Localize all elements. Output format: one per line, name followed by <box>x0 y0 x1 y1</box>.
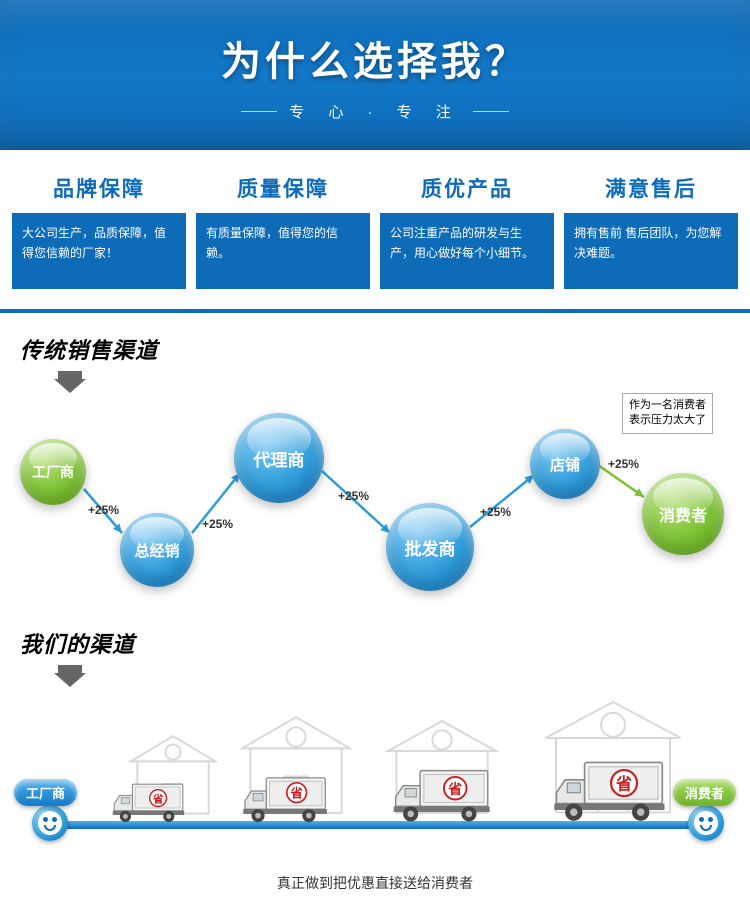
truck-icon <box>110 780 187 825</box>
delivery-truck: 省 <box>550 756 669 825</box>
flow-node: 代理商 <box>234 413 324 503</box>
feature-card: 品牌保障 大公司生产，品质保障，值得您信赖的厂家！ <box>12 173 186 289</box>
percentage-label: +25% <box>480 505 511 519</box>
percentage-label: +25% <box>202 517 233 531</box>
node-label: 店铺 <box>550 454 580 475</box>
our-channel-section: 我们的渠道 省 <box>10 627 740 867</box>
feature-desc: 大公司生产，品质保障，值得您信赖的厂家！ <box>12 213 186 289</box>
percentage-label: +25% <box>88 503 119 517</box>
feature-card: 质优产品 公司注重产品的研发与生产，用心做好每个小细节。 <box>380 173 554 289</box>
pill-factory: 工厂商 <box>14 779 77 806</box>
delivery-truck: 省 <box>240 773 330 825</box>
feature-title: 质量保障 <box>196 173 370 203</box>
smiley-end <box>688 805 724 841</box>
traditional-flow: 工厂商总经销 代理商批发商 店铺消费者 +25% +25% +25% +25% +25% 作为一… <box>10 393 740 623</box>
down-arrow-icon <box>10 665 740 687</box>
hero-title: 为什么选择我？ <box>221 29 529 87</box>
feature-desc: 拥有售前 售后团队，为您解决难题。 <box>564 213 738 289</box>
flow-node: 消费者 <box>642 473 724 555</box>
feature-title: 满意售后 <box>564 173 738 203</box>
divider-line <box>473 111 509 112</box>
percentage-label: +25% <box>608 457 639 471</box>
delivery-truck: 省 <box>390 765 493 825</box>
save-badge: 省 <box>443 776 467 800</box>
truck-icon <box>240 773 330 825</box>
delivery-truck: 省 <box>110 780 187 825</box>
feature-title: 品牌保障 <box>12 173 186 203</box>
feature-title: 质优产品 <box>380 173 554 203</box>
feature-card: 质量保障 有质量保障，值得您的信赖。 <box>196 173 370 289</box>
truck-icon <box>390 765 493 825</box>
flow-node: 工厂商 <box>20 439 86 505</box>
feature-card: 满意售后 拥有售前 售后团队，为您解决难题。 <box>564 173 738 289</box>
footer-tagline: 真正做到把优惠直接送给消费者 <box>10 867 740 907</box>
node-label: 代理商 <box>254 446 305 471</box>
node-label: 总经销 <box>134 540 179 561</box>
node-label: 工厂商 <box>32 462 74 482</box>
our-flow: 省 省 省 <box>10 687 740 867</box>
divider-line <box>241 111 277 112</box>
consumer-note: 作为一名消费者表示压力太大了 <box>622 393 713 434</box>
section-title-ours: 我们的渠道 <box>20 627 740 659</box>
flow-node: 批发商 <box>386 503 474 591</box>
flow-node: 总经销 <box>120 513 194 587</box>
down-arrow-icon <box>10 371 740 393</box>
node-label: 消费者 <box>659 502 707 526</box>
hero-subtitle: 专 心 · 专 注 <box>289 101 461 122</box>
hero-subtitle-row: 专 心 · 专 注 <box>241 101 509 122</box>
feature-desc: 公司注重产品的研发与生产，用心做好每个小细节。 <box>380 213 554 289</box>
channels-section: 传统销售渠道 工厂商总经销代理商批发商店铺消费者+25%+25%+25%+25%… <box>0 313 750 911</box>
hero-banner: 为什么选择我？ 专 心 · 专 注 <box>0 0 750 155</box>
smiley-start <box>32 805 68 841</box>
features-row: 品牌保障 大公司生产，品质保障，值得您信赖的厂家！质量保障 有质量保障，值得您的… <box>0 155 750 313</box>
section-title-traditional: 传统销售渠道 <box>20 333 740 365</box>
pill-consumer: 消费者 <box>673 779 736 806</box>
percentage-label: +25% <box>338 489 369 503</box>
flow-arrow-icon <box>462 467 542 535</box>
truck-icon <box>550 756 669 825</box>
feature-desc: 有质量保障，值得您的信赖。 <box>196 213 370 289</box>
save-badge: 省 <box>149 789 167 807</box>
flow-node: 店铺 <box>530 429 600 499</box>
node-label: 批发商 <box>405 535 456 560</box>
